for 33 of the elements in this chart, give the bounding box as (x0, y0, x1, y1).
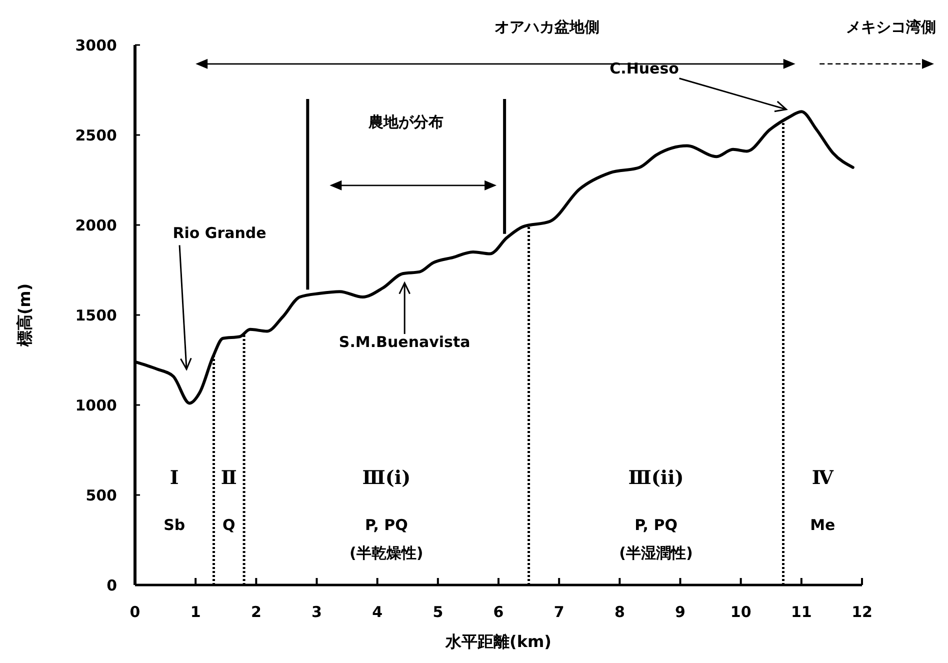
text: メキシコ湾側 (846, 18, 936, 36)
text: Ⅰ Sb (164, 467, 186, 534)
annotation: S.M.Buenavista (338, 333, 470, 351)
x-tick-label: 6 (493, 603, 504, 621)
x-tick-label: 2 (250, 603, 262, 621)
text: Ⅱ Q (220, 467, 237, 534)
x-tick-label: 12 (852, 603, 872, 621)
text: Ⅲ(ⅱ) P, PQ (半湿潤性) (619, 467, 693, 562)
y-tick-label: 1000 (75, 396, 117, 414)
x-tick-label: 10 (730, 603, 752, 621)
y-tick-label: 2500 (75, 126, 117, 144)
y-tick-label: 1500 (75, 306, 117, 324)
text: Ⅳ Me (810, 467, 836, 534)
y-tick-label: 3000 (75, 36, 117, 54)
x-tick-label: 7 (554, 603, 564, 621)
x-tick-label: 8 (614, 603, 625, 621)
x-tick-label: 0 (130, 603, 140, 621)
annotation: 農地が分布 (368, 113, 444, 131)
y-tick-label: 500 (86, 486, 117, 504)
annotation: Rio Grande (172, 224, 266, 242)
x-tick-label: 1 (190, 603, 201, 621)
y-tick-label: 2000 (75, 216, 117, 234)
x-tick-label: 3 (312, 603, 322, 621)
y-tick-label: 0 (106, 576, 117, 594)
text: Ⅲ(ⅰ) P, PQ (半乾燥性) (350, 467, 424, 562)
x-tick-label: 11 (790, 603, 812, 621)
x-tick-label: 9 (675, 603, 686, 621)
x-axis-title: 水平距離(km) (444, 632, 552, 651)
annotation: C.Hueso (610, 59, 679, 78)
y-axis-title: 標高(m) (15, 283, 34, 348)
x-tick-label: 5 (432, 603, 444, 621)
text: オアハカ盆地側 (494, 18, 600, 36)
x-tick-label: 4 (372, 603, 383, 621)
